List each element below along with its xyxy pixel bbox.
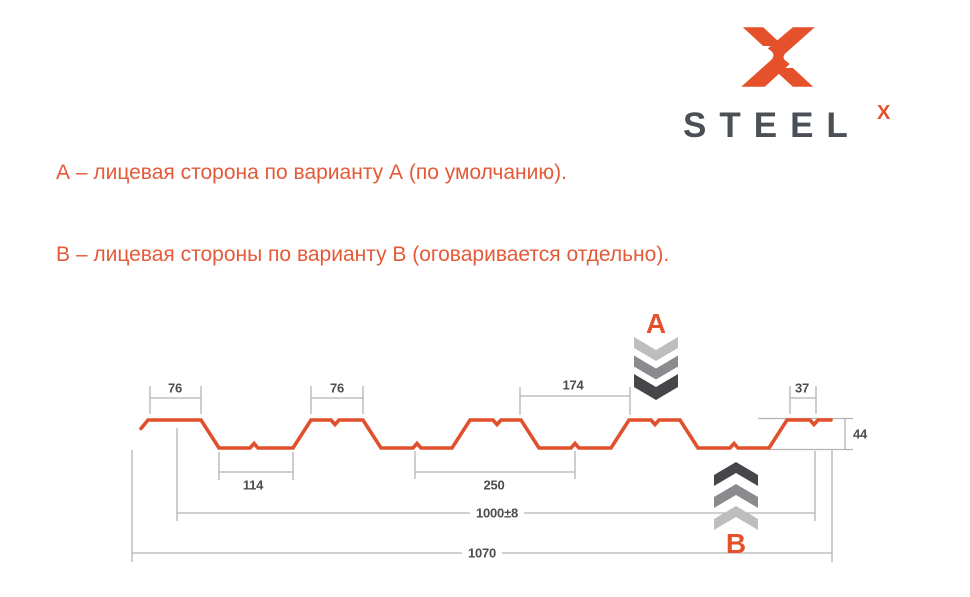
- chevron-down-icon: [634, 374, 678, 400]
- dim-height-label: 44: [852, 426, 868, 442]
- emblem-top-left-arm: [742, 27, 784, 47]
- variant-b-marker: B: [725, 528, 747, 559]
- chevron-up-icon: [714, 462, 758, 486]
- dim-crest-mid-label: 76: [329, 380, 345, 396]
- steelx-x-emblem-icon: [741, 27, 815, 87]
- dim-crest-left-label: 76: [167, 380, 183, 396]
- note-variant-b: В – лицевая стороны по варианту В (огова…: [56, 243, 670, 266]
- dim-valley-label: 114: [242, 477, 264, 493]
- brand-wordmark-superscript: X: [877, 102, 891, 124]
- brand-wordmark: STEEL: [683, 106, 861, 145]
- variant-b-chevrons-icon: [714, 462, 758, 530]
- dim-crest-edge-label: 37: [794, 380, 810, 396]
- dim-crest-gap-label: 174: [562, 377, 584, 393]
- note-variant-a: А – лицевая сторона по варианту А (по ум…: [56, 161, 567, 184]
- chevron-up-icon: [714, 506, 758, 530]
- emblem-bottom-right-arm: [772, 67, 814, 87]
- dim-working-width-label: 1000±8: [469, 505, 525, 521]
- chevron-up-icon: [714, 484, 758, 508]
- dim-crest-edge-lines: [789, 386, 817, 414]
- dim-crest-mid-lines: [310, 386, 364, 414]
- dim-pitch-lines: [414, 451, 576, 479]
- dim-overall-width-label: 1070: [461, 545, 503, 561]
- dim-valley-lines: [218, 452, 294, 480]
- dim-crest-left-lines: [149, 386, 202, 414]
- emblem-center-band: [741, 27, 815, 87]
- dim-crest-gap-lines: [519, 387, 631, 415]
- profile-outline: [139, 418, 833, 450]
- dimension-lines: [131, 386, 853, 562]
- variant-a-chevrons-icon: [634, 337, 678, 400]
- dim-pitch-label: 250: [483, 477, 505, 493]
- brand-logo: STEEL X: [0, 0, 970, 150]
- chevron-down-icon: [634, 337, 678, 361]
- chevron-down-icon: [634, 355, 678, 380]
- variant-a-marker: A: [645, 308, 667, 339]
